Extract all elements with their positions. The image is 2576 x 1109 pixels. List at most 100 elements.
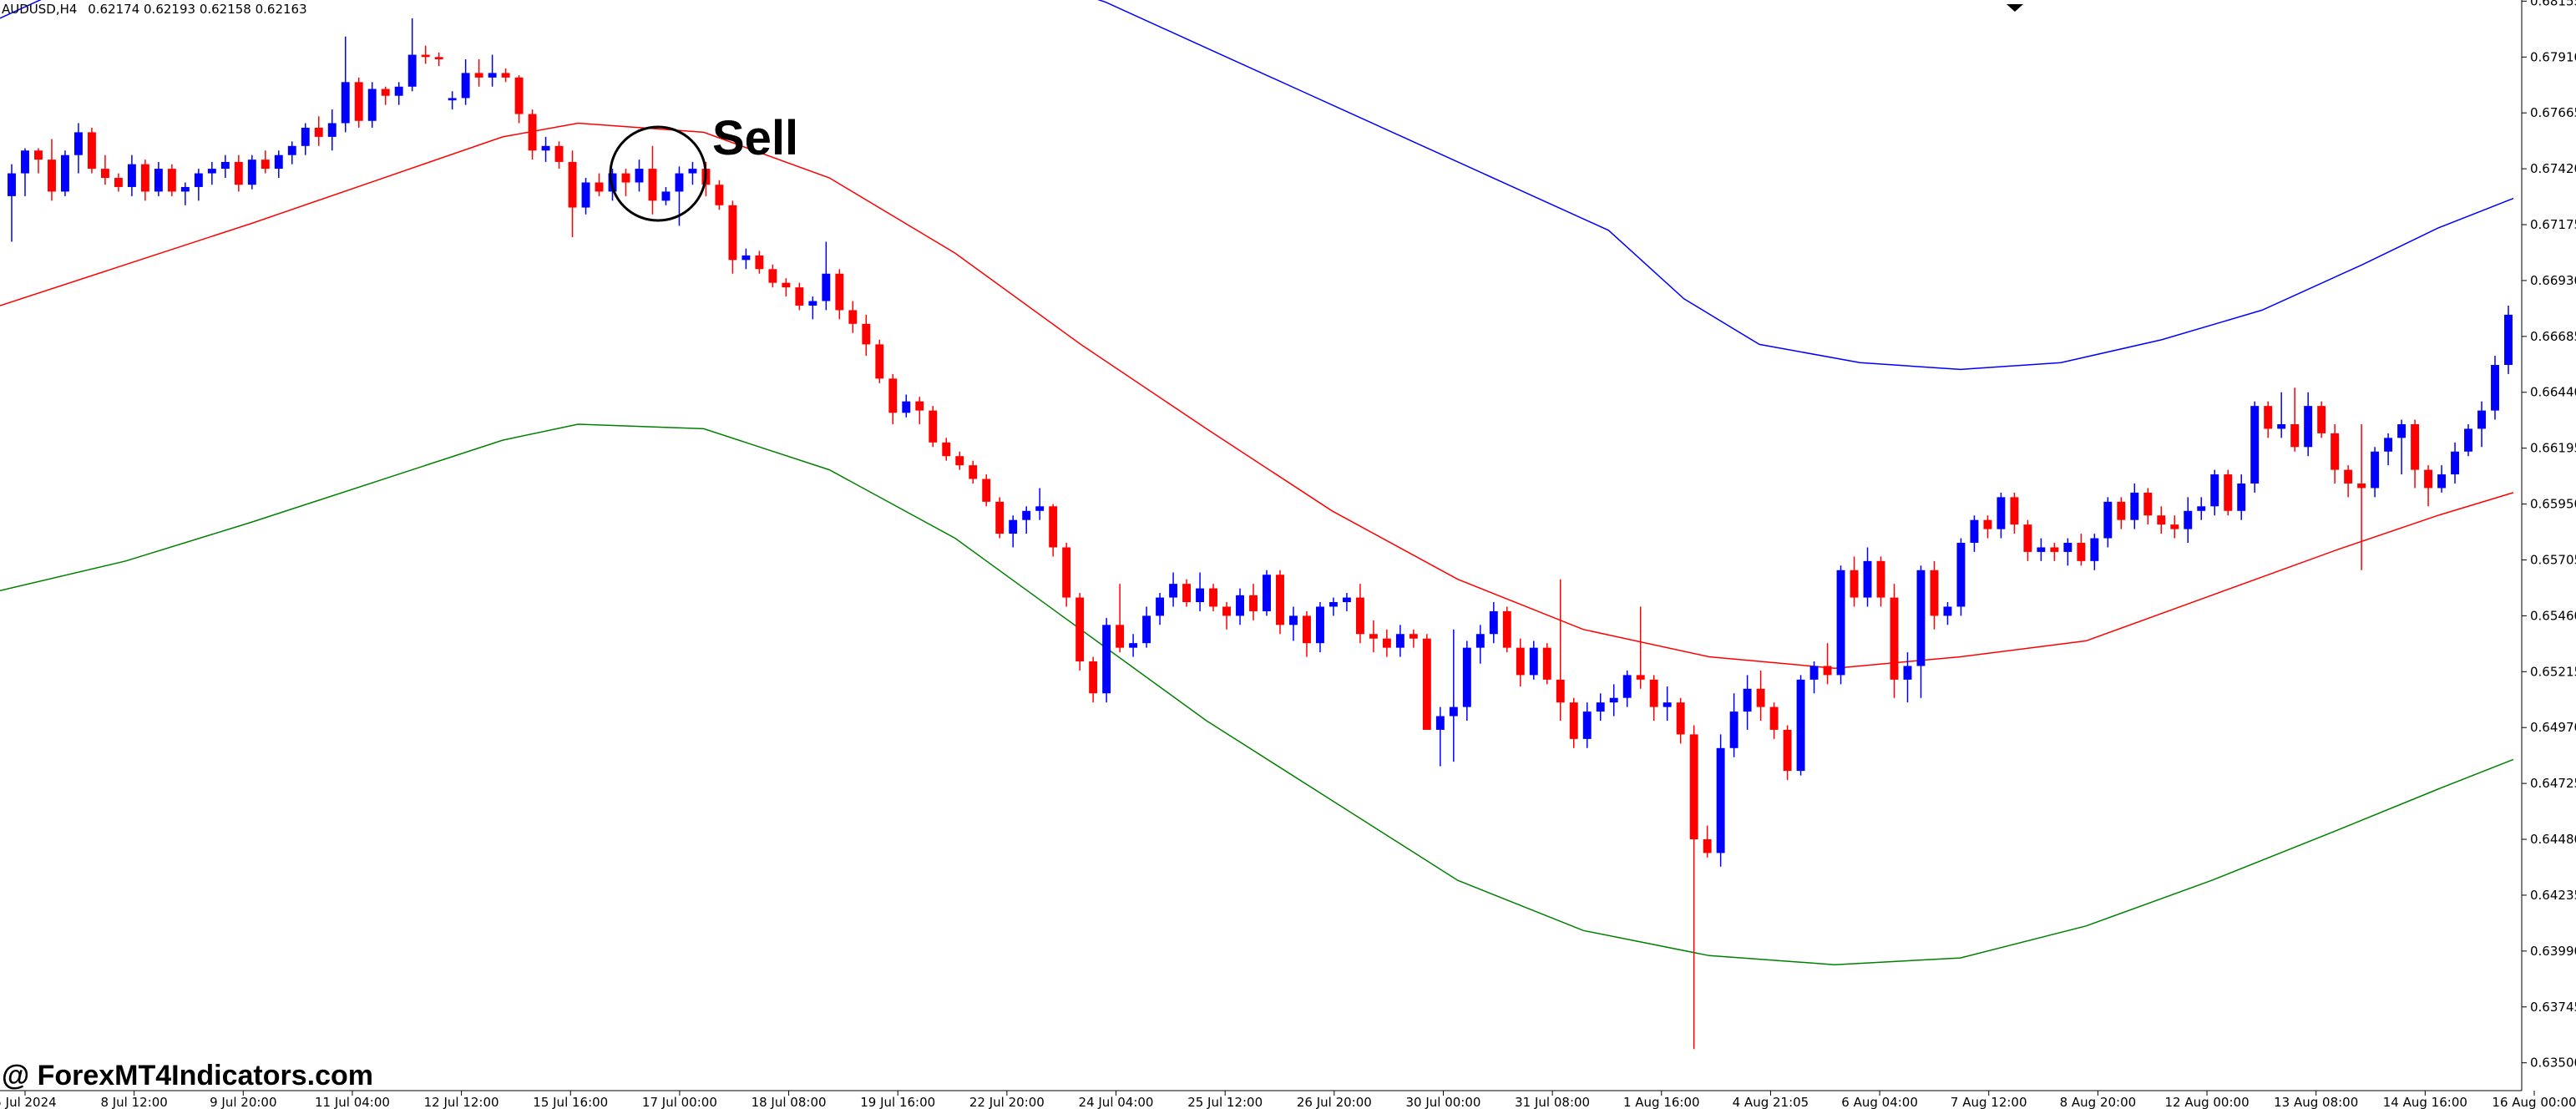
candle-body [1850, 570, 1859, 598]
candle-body [982, 479, 991, 502]
candle [2250, 401, 2260, 493]
candle [100, 154, 109, 185]
candle [929, 406, 938, 448]
time-tick-label: 22 Jul 20:00 [969, 1095, 1045, 1109]
upper-band-line [0, 0, 2514, 371]
candle-body [2237, 483, 2246, 511]
time-tick-label: 13 Aug 08:00 [2274, 1095, 2358, 1109]
candle [1903, 652, 1912, 703]
candle-body [715, 185, 724, 205]
candle [1435, 706, 1445, 767]
candle [1970, 515, 1979, 552]
time-axis[interactable]: 5 Jul 2024 8 Jul 12:00 9 Jul 20:00 11 Jul 0… [0, 1091, 2576, 1109]
candle-body [247, 160, 256, 185]
candle [1035, 488, 1045, 520]
price-tick-label: 0.67665 [2530, 105, 2576, 120]
candle [354, 77, 363, 128]
candle [48, 139, 56, 201]
candle-body [2063, 542, 2072, 552]
candle [2237, 474, 2246, 520]
candle [261, 150, 270, 174]
candle-body [2264, 406, 2273, 429]
candle [528, 109, 537, 160]
time-tick-label: 18 Jul 08:00 [752, 1095, 827, 1109]
candle-body [167, 169, 176, 192]
candle [1649, 675, 1658, 722]
candle-body [2331, 433, 2340, 470]
candle [2357, 423, 2366, 570]
time-tick-label: 15 Jul 16:00 [533, 1095, 608, 1109]
candle-body [1236, 595, 1244, 616]
candle-body [2424, 469, 2433, 489]
candle [2077, 534, 2086, 566]
candle [2264, 401, 2273, 438]
candle [1729, 693, 1738, 757]
watermark-text: @ ForexMT4Indicators.com [2, 1060, 373, 1091]
candle-body [822, 273, 831, 301]
candle-body [675, 173, 684, 192]
candle-body [1222, 606, 1231, 616]
candle [768, 264, 777, 288]
candle-body [808, 301, 817, 306]
candle-body [1475, 634, 1485, 648]
candle [1156, 593, 1165, 625]
candle [1022, 506, 1031, 534]
candle-body [1276, 575, 1284, 625]
candle [541, 136, 550, 162]
candle-body [595, 182, 604, 192]
candle-body [1196, 588, 1205, 603]
candle [955, 451, 964, 470]
candle [2037, 538, 2046, 561]
candle [2103, 497, 2113, 548]
candle [755, 251, 764, 274]
candle-body [1622, 675, 1632, 698]
candle-body [1516, 647, 1525, 676]
candle-body [929, 410, 938, 443]
candle [314, 116, 323, 146]
price-tick-label: 0.65705 [2530, 552, 2576, 567]
candle-body [2250, 406, 2260, 484]
candle-body [1596, 702, 1605, 712]
candle [1622, 670, 1632, 707]
candle [888, 373, 898, 424]
candle [1850, 556, 1859, 607]
candle [2090, 534, 2099, 570]
candle [2397, 419, 2406, 475]
candle [154, 161, 163, 196]
price-tick-label: 0.67175 [2530, 217, 2576, 232]
candle-body [1916, 570, 1926, 666]
candle [795, 282, 804, 311]
sell-signal-circle [609, 125, 707, 222]
candle-body [955, 456, 964, 466]
candle-body [1809, 666, 1819, 680]
candle [715, 180, 724, 210]
candle-body [661, 191, 671, 201]
candle [1462, 641, 1471, 722]
candle [421, 45, 430, 64]
candle [595, 173, 604, 196]
candle [1890, 584, 1899, 698]
candle [2010, 492, 2019, 534]
shift-marker-icon[interactable] [2007, 4, 2023, 12]
time-tick-label: 25 Jul 12:00 [1187, 1095, 1263, 1109]
candle [2331, 423, 2340, 484]
candle-body [194, 173, 203, 187]
price-tick-label: 0.68155 [2530, 0, 2576, 8]
candle-body [1502, 610, 1511, 648]
candle [2344, 465, 2353, 498]
candle-body [48, 160, 56, 192]
candle-body [1863, 560, 1872, 598]
candle-body [1116, 625, 1125, 648]
candle-body [2344, 469, 2353, 484]
candle-body [2184, 510, 2193, 529]
candle-body [514, 77, 524, 114]
candle [728, 200, 737, 274]
candle-body [2170, 524, 2179, 529]
candle-body [1556, 679, 1565, 703]
candle-body [1422, 638, 1431, 730]
candle [2437, 465, 2447, 493]
